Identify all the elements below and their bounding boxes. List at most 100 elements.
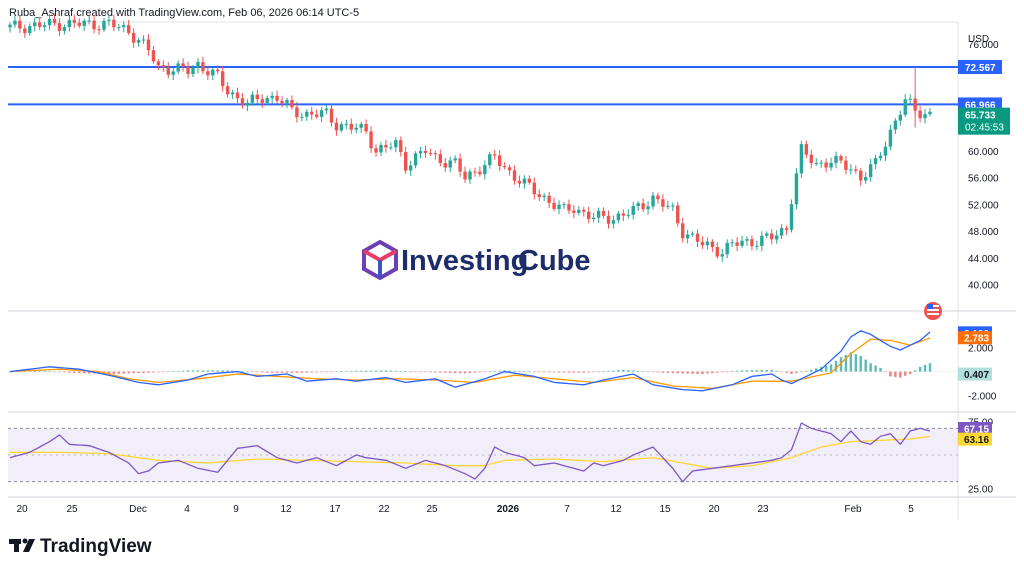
candle-body bbox=[765, 233, 769, 236]
macd-histogram-bar bbox=[612, 370, 615, 372]
macd-histogram-bar bbox=[399, 371, 402, 372]
candle-body bbox=[868, 164, 873, 178]
macd-histogram-bar bbox=[676, 371, 679, 374]
macd-histogram-bar bbox=[315, 371, 318, 373]
candle-body bbox=[908, 98, 912, 100]
candle-body bbox=[403, 152, 408, 171]
candle-body bbox=[260, 99, 264, 103]
macd-signal-line bbox=[9, 337, 931, 390]
candle-body bbox=[656, 195, 660, 200]
macd-signal-value-label: 2.783 bbox=[964, 334, 989, 345]
macd-histogram-bar bbox=[231, 370, 234, 372]
time-tick-label: 9 bbox=[233, 504, 239, 515]
candle-body bbox=[314, 114, 319, 117]
candle-body bbox=[473, 171, 477, 173]
macd-histogram-bar bbox=[582, 371, 585, 373]
candle-body bbox=[814, 163, 818, 165]
macd-histogram-bar bbox=[345, 371, 348, 372]
macd-histogram-bar bbox=[854, 354, 858, 372]
candle-body bbox=[329, 108, 334, 123]
candle-body bbox=[700, 241, 705, 246]
macd-histogram-bar bbox=[513, 370, 516, 372]
macd-histogram-bar bbox=[745, 370, 749, 372]
macd-histogram-bar bbox=[414, 371, 417, 373]
macd-histogram-bar bbox=[478, 371, 482, 373]
candle-body bbox=[270, 95, 274, 99]
macd-histogram-bar bbox=[523, 371, 526, 372]
macd-histogram-bar bbox=[63, 371, 66, 373]
candle-body bbox=[750, 239, 754, 247]
rsi-tick-label: 25.00 bbox=[968, 484, 993, 495]
macd-histogram-bar bbox=[87, 371, 91, 374]
candle-body bbox=[438, 154, 443, 164]
macd-histogram-bar bbox=[884, 371, 887, 373]
candle-body bbox=[572, 210, 576, 213]
candle-body bbox=[295, 107, 299, 118]
macd-histogram-bar bbox=[632, 370, 635, 372]
macd-histogram-bar bbox=[295, 371, 299, 373]
candle-body bbox=[893, 120, 898, 130]
attribution-text: Ruba_Ashraf created with TradingView.com… bbox=[9, 7, 359, 19]
candle-body bbox=[873, 158, 878, 165]
macd-histogram-bar bbox=[172, 371, 175, 372]
candle-body bbox=[389, 147, 393, 149]
candle-body bbox=[493, 154, 497, 156]
candle-body bbox=[245, 102, 250, 106]
macd-histogram-bar bbox=[73, 371, 76, 373]
macd-histogram-bar bbox=[547, 371, 551, 373]
macd-histogram-bar bbox=[246, 371, 249, 373]
price-tag-label-lower: 66.966 bbox=[965, 100, 996, 111]
macd-histogram-bar bbox=[374, 370, 378, 372]
macd-histogram-bar bbox=[142, 371, 145, 373]
us-flag-icon[interactable] bbox=[924, 302, 942, 320]
candle-body bbox=[587, 211, 591, 220]
candle-body bbox=[354, 127, 358, 130]
candle-body bbox=[52, 19, 57, 24]
candle-body bbox=[651, 195, 655, 207]
candle-body bbox=[176, 63, 180, 72]
candle-body bbox=[112, 19, 116, 28]
macd-histogram-bar bbox=[305, 371, 308, 373]
candle-body bbox=[577, 209, 581, 213]
candle-body bbox=[305, 111, 309, 117]
candle-body bbox=[646, 206, 650, 210]
candle-body bbox=[8, 24, 12, 28]
candle-body bbox=[631, 206, 635, 215]
candle-body bbox=[784, 228, 789, 230]
price-tick-label: 40.000 bbox=[968, 281, 999, 292]
rsi-ma-tag: 63.16 bbox=[958, 432, 992, 446]
macd-histogram-bar bbox=[226, 370, 229, 372]
macd-histogram-bar bbox=[899, 371, 902, 378]
candle-body bbox=[488, 154, 492, 166]
macd-histogram-bar bbox=[127, 371, 130, 374]
candle-body bbox=[676, 205, 680, 224]
time-tick-label: 20 bbox=[16, 504, 28, 515]
candle-body bbox=[497, 155, 502, 167]
macd-histogram-bar bbox=[701, 371, 704, 374]
macd-histogram-bar bbox=[335, 371, 338, 373]
macd-histogram-bar bbox=[533, 371, 536, 373]
candle-body bbox=[250, 94, 255, 103]
macd-histogram-bar bbox=[196, 370, 200, 372]
macd-histogram-bar bbox=[261, 371, 264, 373]
candle-body bbox=[542, 195, 546, 198]
candle-body bbox=[582, 209, 586, 212]
candle-body bbox=[186, 66, 190, 74]
macd-histogram-bar bbox=[43, 370, 46, 372]
macd-histogram-bar bbox=[617, 370, 620, 372]
macd-histogram-bar bbox=[918, 366, 922, 372]
macd-histogram-bar bbox=[800, 371, 803, 373]
macd-histogram-bar bbox=[379, 370, 383, 372]
macd-histogram-bar bbox=[859, 356, 862, 372]
macd-histogram-bar bbox=[483, 371, 487, 373]
time-tick-label: Dec bbox=[129, 504, 147, 515]
macd-histogram-bar bbox=[567, 371, 571, 373]
candle-body bbox=[824, 162, 828, 168]
macd-histogram-bar bbox=[735, 370, 739, 372]
candle-body bbox=[725, 242, 729, 255]
candle-body bbox=[216, 69, 220, 72]
macd-histogram-bar bbox=[641, 371, 645, 372]
candle-body bbox=[641, 203, 645, 210]
candle-body bbox=[97, 29, 101, 31]
